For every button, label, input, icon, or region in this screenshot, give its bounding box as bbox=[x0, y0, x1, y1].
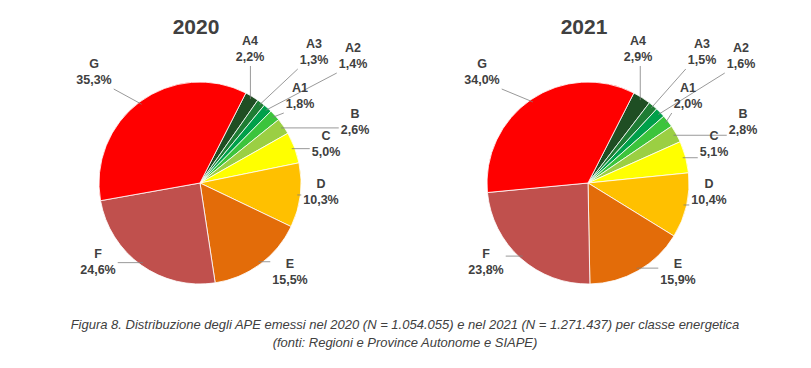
leader-line bbox=[292, 148, 310, 149]
category-label: A3 bbox=[306, 37, 322, 51]
data-label: G 34,0% bbox=[464, 57, 499, 87]
leader-line bbox=[637, 268, 659, 269]
leader-line bbox=[506, 256, 523, 257]
data-label: A4 2,2% bbox=[236, 34, 265, 64]
value-label: 15,9% bbox=[660, 273, 695, 287]
slices bbox=[99, 82, 301, 284]
chart-title: 2021 bbox=[561, 15, 608, 38]
value-label: 5,1% bbox=[700, 145, 729, 159]
pie-slice bbox=[101, 183, 216, 284]
value-label: 1,8% bbox=[286, 97, 315, 111]
value-label: 1,5% bbox=[688, 53, 717, 67]
leader-line bbox=[297, 194, 301, 195]
value-label: 2,2% bbox=[236, 50, 265, 64]
leader-line bbox=[674, 135, 727, 136]
caption: Figura 8. Distribuzione degli APE emessi… bbox=[71, 317, 740, 350]
pie-slice bbox=[200, 183, 291, 283]
data-label: E 15,5% bbox=[272, 257, 307, 287]
pie-slice bbox=[487, 82, 634, 192]
category-label: G bbox=[89, 57, 99, 71]
leader-line bbox=[273, 113, 284, 117]
data-label: A3 1,3% bbox=[300, 37, 329, 67]
leader-line bbox=[502, 89, 533, 102]
value-label: 10,3% bbox=[303, 193, 338, 207]
category-label: A1 bbox=[680, 81, 696, 95]
data-label: B 2,6% bbox=[341, 107, 370, 137]
pie-slice bbox=[588, 183, 674, 284]
value-label: 2,6% bbox=[341, 123, 370, 137]
category-label: C bbox=[709, 129, 718, 143]
data-label: E 15,9% bbox=[660, 257, 695, 287]
value-label: 2,0% bbox=[674, 97, 703, 111]
value-label: 2,8% bbox=[729, 123, 758, 137]
category-label: A3 bbox=[694, 37, 710, 51]
category-label: A2 bbox=[345, 41, 361, 55]
leader-line bbox=[250, 66, 251, 99]
leader-line bbox=[640, 66, 641, 100]
value-label: 23,8% bbox=[468, 263, 503, 277]
caption-line: (fonti: Regioni e Province Autonome e SI… bbox=[273, 335, 538, 350]
value-label: 35,3% bbox=[76, 73, 111, 87]
category-label: A2 bbox=[733, 41, 749, 55]
value-label: 5,0% bbox=[312, 145, 341, 159]
value-label: 1,4% bbox=[339, 57, 368, 71]
data-label: A2 1,4% bbox=[339, 41, 368, 71]
leader-line bbox=[658, 73, 725, 115]
data-label: A1 1,8% bbox=[286, 81, 315, 111]
data-label: C 5,1% bbox=[700, 129, 729, 159]
data-label: G 35,3% bbox=[76, 57, 111, 87]
data-label: B 2,8% bbox=[729, 107, 758, 137]
slices bbox=[487, 82, 689, 284]
category-label: F bbox=[94, 247, 102, 261]
value-label: 10,4% bbox=[691, 193, 726, 207]
figure: 2020 A4 2,2% A3 1,3% A2 1,4% A1 1,8% B 2,6% C 5,0% D 1… bbox=[0, 0, 811, 368]
value-label: 1,6% bbox=[727, 57, 756, 71]
category-label: F bbox=[482, 247, 490, 261]
data-label: A4 2,9% bbox=[624, 34, 653, 64]
leader-line bbox=[683, 157, 698, 158]
category-label: A4 bbox=[630, 34, 646, 48]
data-label: A3 1,5% bbox=[688, 37, 717, 67]
data-label: A2 1,6% bbox=[727, 41, 756, 71]
data-label: D 10,3% bbox=[303, 177, 338, 207]
category-label: E bbox=[674, 257, 682, 271]
data-label: C 5,0% bbox=[312, 129, 341, 159]
value-label: 1,3% bbox=[300, 53, 329, 67]
chart-title: 2020 bbox=[173, 15, 220, 38]
pie-chart: 2020 A4 2,2% A3 1,3% A2 1,4% A1 1,8% B 2,6% C 5,0% D 1… bbox=[76, 15, 369, 287]
category-label: A1 bbox=[292, 81, 308, 95]
value-label: 15,5% bbox=[272, 273, 307, 287]
value-label: 34,0% bbox=[464, 73, 499, 87]
data-label: D 10,4% bbox=[691, 177, 726, 207]
category-label: E bbox=[286, 257, 294, 271]
data-label: F 24,6% bbox=[80, 247, 115, 277]
category-label: D bbox=[704, 177, 713, 191]
category-label: A4 bbox=[242, 34, 258, 48]
leader-line bbox=[114, 89, 142, 104]
caption-line: Figura 8. Distribuzione degli APE emessi… bbox=[71, 317, 740, 332]
value-label: 24,6% bbox=[80, 263, 115, 277]
category-label: G bbox=[477, 57, 487, 71]
data-label: F 23,8% bbox=[468, 247, 503, 277]
category-label: B bbox=[350, 107, 359, 121]
leader-line bbox=[118, 262, 143, 263]
leader-line bbox=[684, 204, 690, 205]
category-label: C bbox=[321, 129, 330, 143]
labels: A4 2,9% A3 1,5% A2 1,6% A1 2,0% B 2,8% C 5,1% D 10,4%… bbox=[464, 34, 757, 287]
category-label: D bbox=[316, 177, 325, 191]
data-label: A1 2,0% bbox=[674, 81, 703, 111]
value-label: 2,9% bbox=[624, 50, 653, 64]
pie-chart: 2021 A4 2,9% A3 1,5% A2 1,6% A1 2,0% B 2,8% C 5,1% D 1… bbox=[464, 15, 757, 287]
leader-line bbox=[665, 113, 671, 123]
category-label: B bbox=[738, 107, 747, 121]
leader-line bbox=[266, 73, 337, 110]
leader-line bbox=[258, 261, 270, 262]
pie-slice bbox=[99, 82, 246, 201]
labels: A4 2,2% A3 1,3% A2 1,4% A1 1,8% B 2,6% C 5,0% D 10,3%… bbox=[76, 34, 369, 287]
